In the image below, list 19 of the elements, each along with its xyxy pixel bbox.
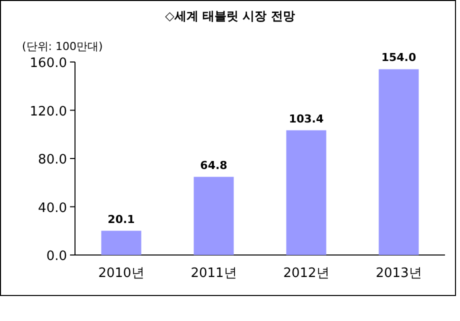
bar [378, 69, 419, 255]
x-tick-label: 2011년 [190, 266, 237, 281]
bar [194, 176, 234, 255]
y-tick-label: 120.0 [30, 104, 67, 120]
x-tick-label: 2012년 [283, 266, 330, 281]
y-tick-label: 0.0 [46, 249, 67, 264]
chart-title: ◇세계 태블릿 시장 전망 [165, 9, 295, 23]
data-label: 103.4 [288, 112, 324, 126]
y-tick-label: 80.0 [38, 152, 67, 168]
data-label: 154.0 [381, 51, 416, 64]
y-tick-label: 40.0 [38, 200, 67, 216]
data-label: 64.8 [200, 158, 228, 172]
y-tick-label: 160.0 [30, 56, 67, 71]
bar [101, 230, 142, 255]
bar [286, 130, 326, 255]
x-tick-label: 2013년 [376, 266, 422, 281]
x-tick-label: 2010년 [98, 266, 144, 281]
data-label: 20.1 [108, 212, 135, 226]
y-axis-title: (단위: 100만대) [22, 40, 103, 53]
